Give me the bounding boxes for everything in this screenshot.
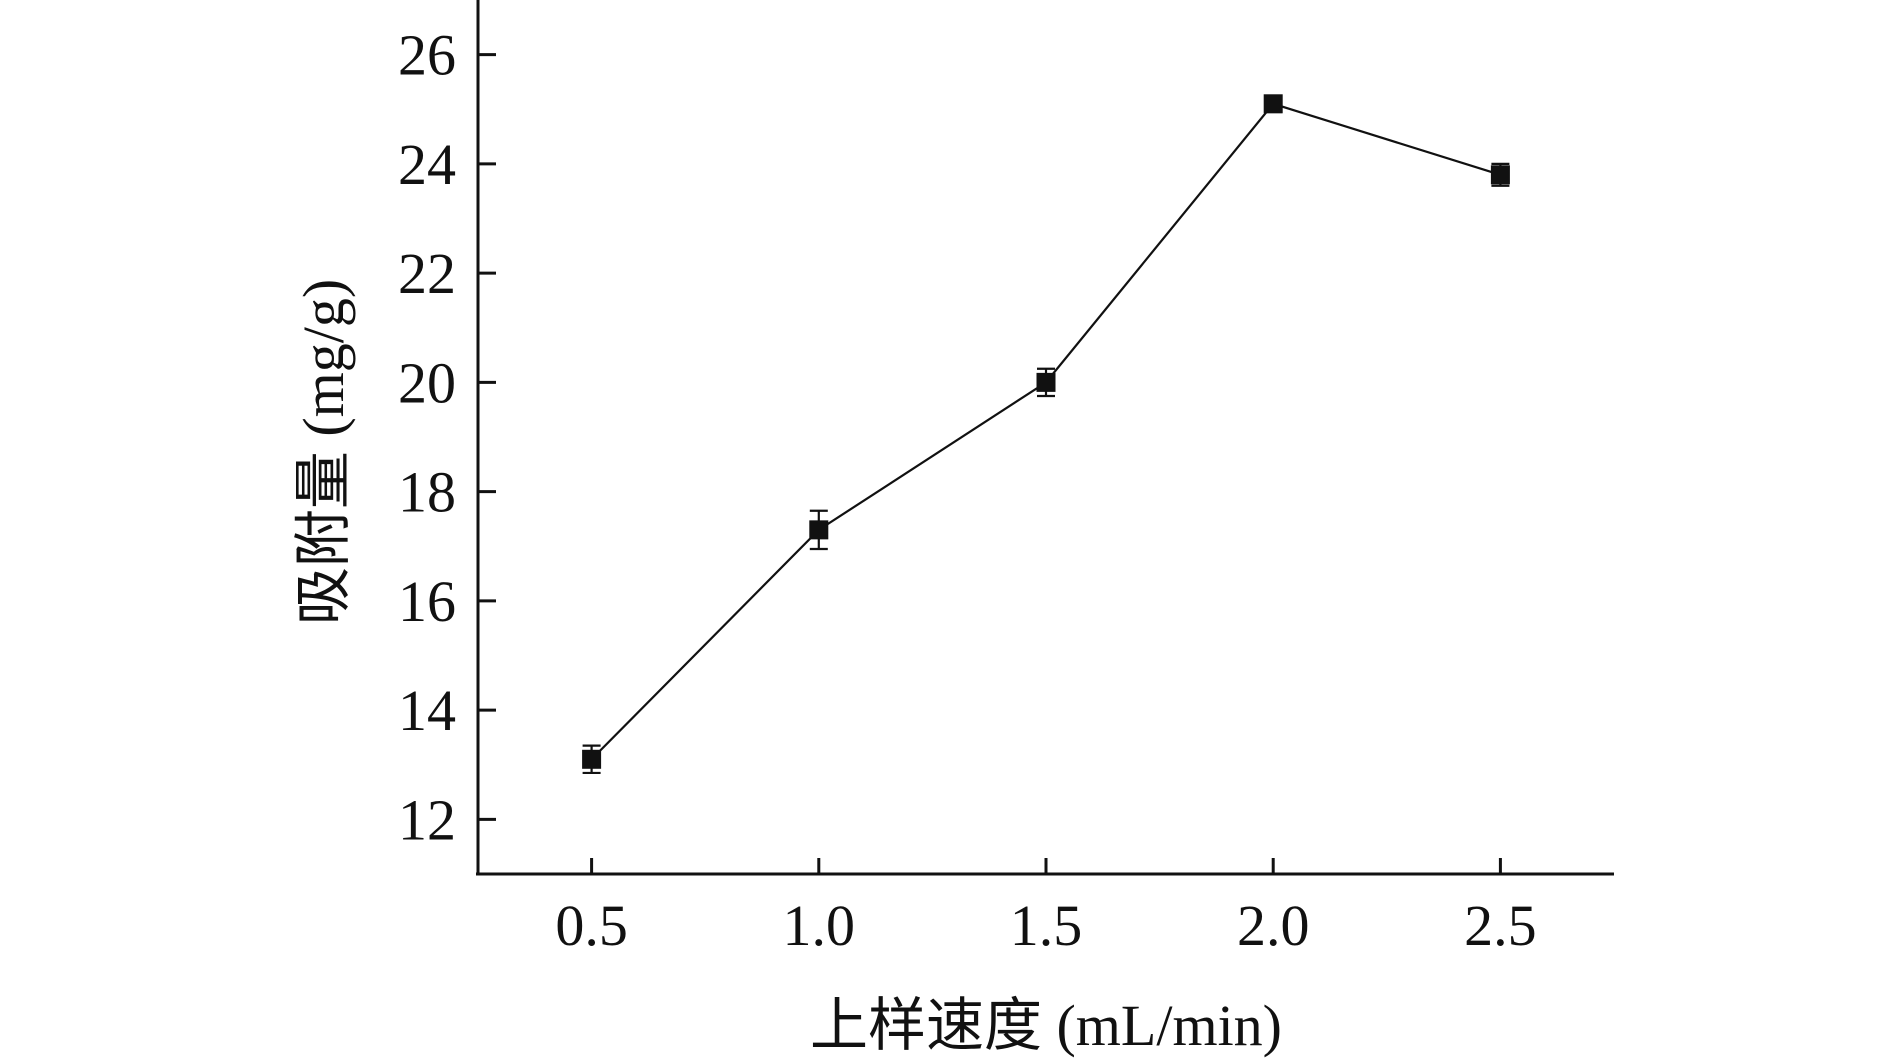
- y-axis-ticks: 12 14 16 18 20 22 24 26: [398, 23, 496, 852]
- y-tick-label: 16: [398, 569, 456, 634]
- data-point-marker: [1036, 372, 1056, 392]
- y-tick-label: 12: [398, 787, 456, 852]
- y-tick-label: 22: [398, 241, 456, 306]
- x-tick-label: 1.5: [1010, 893, 1083, 958]
- series-line: [590, 102, 1501, 761]
- data-point-marker: [1263, 94, 1283, 114]
- data-point-marker: [809, 520, 829, 540]
- y-tick-label: 20: [398, 350, 456, 415]
- x-axis-ticks: 0.5 1.0 1.5 2.0 2.5: [555, 858, 1537, 958]
- x-tick-label: 1.0: [783, 893, 856, 958]
- y-tick-label: 14: [398, 678, 456, 743]
- x-tick-label: 2.5: [1464, 893, 1537, 958]
- y-tick-label: 18: [398, 460, 456, 525]
- error-bars-group: [582, 94, 1510, 775]
- x-axis-title: 上样速度 (mL/min): [810, 993, 1282, 1058]
- x-tick-label: 0.5: [555, 893, 628, 958]
- y-tick-label: 26: [398, 23, 456, 88]
- data-point-marker: [1490, 165, 1510, 185]
- x-tick-label: 2.0: [1237, 893, 1310, 958]
- y-axis-title: 吸附量 (mg/g): [291, 279, 356, 625]
- data-markers-group: [582, 94, 1510, 769]
- y-tick-label: 24: [398, 132, 456, 197]
- plot-axes: [476, 0, 1614, 876]
- series-line-group: [590, 102, 1501, 761]
- data-point-marker: [582, 749, 602, 769]
